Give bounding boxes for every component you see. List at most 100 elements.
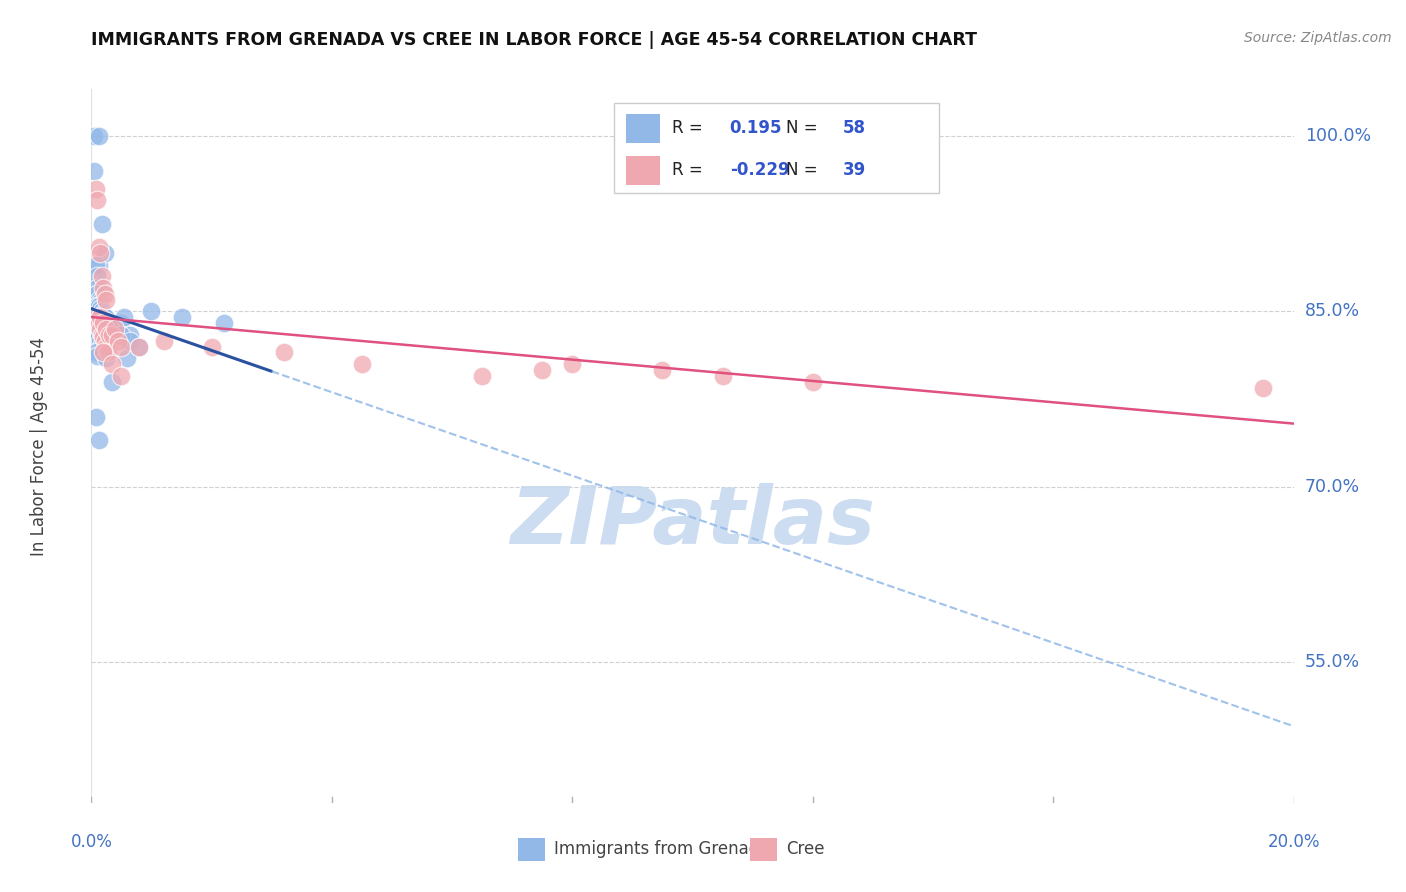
Point bbox=[93, 287, 115, 301]
Point bbox=[87, 304, 110, 318]
Point bbox=[84, 181, 107, 195]
Point bbox=[1253, 380, 1275, 394]
Point bbox=[141, 304, 163, 318]
Point bbox=[128, 340, 150, 354]
Text: Cree: Cree bbox=[786, 840, 825, 858]
Point bbox=[101, 327, 124, 342]
Point bbox=[93, 316, 115, 330]
Point bbox=[89, 307, 111, 321]
Point bbox=[83, 164, 105, 178]
Point bbox=[98, 318, 121, 333]
Point bbox=[86, 302, 108, 317]
Point bbox=[89, 334, 111, 348]
Point bbox=[96, 351, 118, 366]
Text: Immigrants from Grenada: Immigrants from Grenada bbox=[554, 840, 769, 858]
Point bbox=[93, 314, 115, 328]
Point bbox=[711, 368, 734, 383]
Point bbox=[101, 322, 124, 336]
Point bbox=[87, 299, 110, 313]
Point bbox=[561, 357, 583, 371]
Point bbox=[91, 304, 114, 318]
Point bbox=[103, 326, 125, 340]
Text: 0.0%: 0.0% bbox=[70, 833, 112, 851]
Point bbox=[91, 327, 114, 342]
Point bbox=[93, 281, 115, 295]
Point bbox=[84, 409, 107, 424]
Text: R =: R = bbox=[672, 120, 703, 137]
Point bbox=[91, 337, 114, 351]
Point bbox=[471, 368, 494, 383]
Text: IMMIGRANTS FROM GRENADA VS CREE IN LABOR FORCE | AGE 45-54 CORRELATION CHART: IMMIGRANTS FROM GRENADA VS CREE IN LABOR… bbox=[91, 31, 977, 49]
Point bbox=[93, 316, 115, 330]
Point bbox=[89, 310, 111, 325]
Text: N =: N = bbox=[786, 161, 818, 179]
Point bbox=[86, 330, 108, 344]
Point bbox=[93, 345, 115, 359]
Point bbox=[89, 302, 111, 317]
Point bbox=[87, 293, 110, 307]
Point bbox=[96, 314, 118, 328]
Bar bbox=[751, 838, 776, 861]
Point bbox=[201, 340, 224, 354]
Point bbox=[101, 375, 124, 389]
Point bbox=[86, 287, 108, 301]
Point bbox=[86, 281, 108, 295]
Text: 39: 39 bbox=[842, 161, 866, 179]
Point bbox=[170, 310, 193, 325]
Point bbox=[86, 310, 108, 325]
Point bbox=[86, 349, 108, 363]
Point bbox=[97, 345, 120, 359]
Point bbox=[96, 310, 118, 325]
Point bbox=[96, 340, 118, 354]
Point bbox=[114, 310, 136, 325]
Point bbox=[86, 327, 108, 342]
Point bbox=[89, 295, 111, 310]
Point bbox=[84, 327, 107, 342]
Point bbox=[110, 316, 132, 330]
Point bbox=[104, 322, 127, 336]
Text: -0.229: -0.229 bbox=[730, 161, 789, 179]
Point bbox=[96, 293, 118, 307]
Point bbox=[801, 375, 824, 389]
Text: 55.0%: 55.0% bbox=[1305, 654, 1360, 672]
Text: 58: 58 bbox=[842, 120, 866, 137]
Text: 70.0%: 70.0% bbox=[1305, 478, 1360, 496]
Point bbox=[84, 258, 107, 272]
Point bbox=[89, 322, 111, 336]
Point bbox=[93, 246, 115, 260]
Bar bbox=[626, 156, 659, 185]
Point bbox=[107, 334, 129, 348]
Point bbox=[531, 363, 554, 377]
Text: 85.0%: 85.0% bbox=[1305, 302, 1360, 320]
Point bbox=[651, 363, 673, 377]
Point bbox=[87, 240, 110, 254]
Point bbox=[128, 340, 150, 354]
Text: 100.0%: 100.0% bbox=[1305, 127, 1371, 145]
Point bbox=[97, 316, 120, 330]
Point bbox=[120, 327, 142, 342]
Point bbox=[87, 128, 110, 143]
Point bbox=[110, 368, 132, 383]
Point bbox=[110, 327, 132, 342]
Point bbox=[89, 246, 111, 260]
Point bbox=[97, 322, 120, 336]
Text: 20.0%: 20.0% bbox=[1267, 833, 1320, 851]
Text: R =: R = bbox=[672, 161, 703, 179]
Bar bbox=[519, 838, 544, 861]
Point bbox=[91, 217, 114, 231]
Text: N =: N = bbox=[786, 120, 818, 137]
Point bbox=[212, 316, 235, 330]
Point bbox=[98, 327, 121, 342]
Point bbox=[93, 330, 115, 344]
Point bbox=[91, 310, 114, 325]
Bar bbox=[626, 114, 659, 143]
Point bbox=[83, 128, 105, 143]
Point bbox=[91, 269, 114, 284]
Point bbox=[273, 345, 295, 359]
Point bbox=[86, 269, 108, 284]
Point bbox=[96, 322, 118, 336]
Point bbox=[110, 340, 132, 354]
Point bbox=[87, 433, 110, 447]
Point bbox=[87, 258, 110, 272]
Text: ZIPatlas: ZIPatlas bbox=[510, 483, 875, 561]
